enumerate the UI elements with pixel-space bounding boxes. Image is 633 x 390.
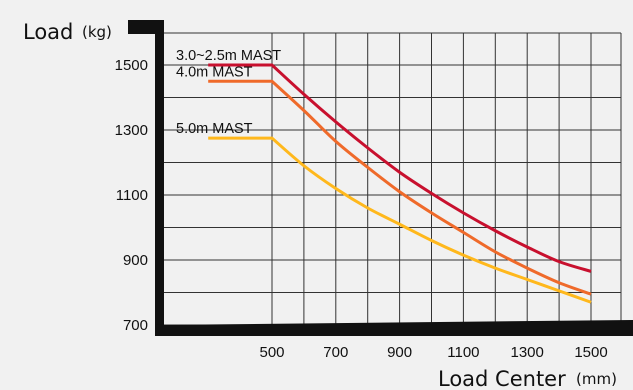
axes <box>128 20 633 336</box>
x-tick-labels: 500 700 900 1100 1300 1500 <box>259 344 607 361</box>
x-tick-label: 1100 <box>447 344 479 361</box>
y-axis-title: Load <box>23 20 73 44</box>
series-lines <box>208 63 592 304</box>
x-tick-label: 900 <box>387 344 412 361</box>
y-tick-label: 900 <box>123 252 148 269</box>
x-tick-label: 1500 <box>574 344 607 361</box>
x-axis-bar <box>155 320 633 336</box>
y-tick-label: 1100 <box>116 187 148 204</box>
y-tick-label: 700 <box>123 317 148 334</box>
series-label-2: 4.0m MAST <box>176 64 253 80</box>
x-tick-label: 500 <box>259 344 284 361</box>
y-axis-unit: (kg) <box>82 23 112 41</box>
y-axis-bar <box>155 25 164 335</box>
y-tick-label: 1300 <box>115 122 148 139</box>
x-axis-unit: (mm) <box>576 370 617 388</box>
x-axis-title: Load Center <box>438 367 566 390</box>
series-label-1: 3.0~2.5m MAST <box>176 48 281 64</box>
y-axis-cap <box>128 20 164 34</box>
y-tick-labels: 1500 1300 1100 900 700 <box>115 57 148 334</box>
series-label-3: 5.0m MAST <box>176 121 253 137</box>
y-tick-label: 1500 <box>115 57 148 74</box>
x-tick-label: 700 <box>323 344 348 361</box>
x-tick-label: 1300 <box>511 344 544 361</box>
